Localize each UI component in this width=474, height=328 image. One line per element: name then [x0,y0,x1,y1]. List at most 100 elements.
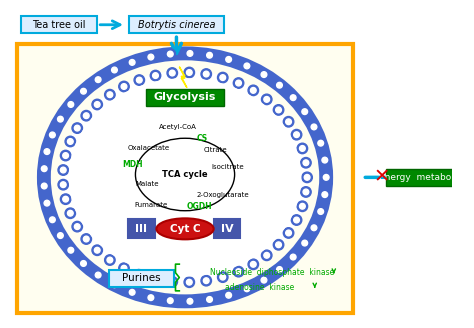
Text: III: III [135,224,147,234]
Circle shape [74,224,80,230]
Circle shape [49,132,55,138]
Circle shape [322,192,328,197]
Circle shape [302,109,308,114]
Circle shape [148,295,154,300]
Circle shape [283,116,294,127]
Text: CS: CS [197,134,208,143]
Circle shape [262,94,272,105]
Circle shape [81,261,86,266]
Text: Botrytis cinerea: Botrytis cinerea [137,20,215,30]
Circle shape [63,196,68,202]
Text: Energy  metabolism: Energy metabolism [379,173,470,182]
Circle shape [297,201,308,212]
Circle shape [150,70,161,81]
Circle shape [184,277,194,287]
Circle shape [169,279,175,285]
Circle shape [83,236,89,242]
Circle shape [309,222,319,233]
Circle shape [301,157,311,168]
Text: Cyt C: Cyt C [170,224,201,234]
Circle shape [67,210,73,216]
Circle shape [95,272,101,278]
Circle shape [153,276,158,282]
Circle shape [250,261,256,267]
Circle shape [58,179,68,190]
Circle shape [207,52,212,58]
Ellipse shape [156,218,214,239]
Circle shape [39,163,49,174]
Circle shape [67,139,73,144]
Circle shape [129,60,135,65]
Circle shape [72,221,82,232]
Bar [146,89,224,106]
Circle shape [236,80,241,86]
Circle shape [65,136,75,147]
Circle shape [300,238,310,248]
Circle shape [283,228,294,238]
Circle shape [292,215,302,225]
Text: Acetyl-CoA: Acetyl-CoA [158,124,196,130]
Circle shape [65,208,75,218]
Circle shape [186,279,192,285]
Circle shape [72,123,82,133]
Circle shape [121,84,127,89]
Circle shape [119,263,129,274]
Circle shape [55,114,65,124]
Circle shape [42,146,52,157]
Circle shape [236,269,241,275]
Circle shape [167,68,177,78]
Circle shape [259,275,269,285]
Circle shape [277,82,283,88]
Circle shape [244,63,250,69]
Circle shape [300,203,305,209]
Circle shape [109,65,120,75]
Circle shape [63,153,68,158]
Circle shape [262,250,272,260]
Circle shape [223,290,234,300]
Circle shape [187,51,193,56]
Circle shape [57,233,63,238]
Circle shape [105,90,115,100]
Circle shape [294,132,300,137]
Circle shape [187,298,193,304]
Circle shape [261,72,267,77]
Circle shape [264,253,270,258]
Polygon shape [179,67,187,88]
Circle shape [127,287,137,297]
Bar [214,219,240,238]
Circle shape [60,182,66,188]
Text: IV: IV [221,224,233,234]
Circle shape [78,86,89,96]
Circle shape [294,217,300,223]
Circle shape [60,150,71,161]
Circle shape [186,70,192,75]
Ellipse shape [69,78,301,277]
Circle shape [297,143,308,154]
Circle shape [316,206,326,217]
Circle shape [95,77,101,83]
Circle shape [57,116,63,122]
Circle shape [184,67,194,78]
Circle shape [304,174,310,180]
Text: Fumarate: Fumarate [134,202,167,208]
Circle shape [290,95,296,100]
Circle shape [65,99,76,110]
Circle shape [226,292,231,298]
Circle shape [60,194,71,204]
Circle shape [286,230,292,236]
Circle shape [39,181,49,191]
Text: 2-Oxoglutarate: 2-Oxoglutarate [197,193,249,198]
Bar [109,270,173,287]
Circle shape [274,264,285,275]
Text: Oxalacetate: Oxalacetate [128,145,170,151]
Circle shape [204,294,215,305]
Circle shape [137,272,142,277]
Circle shape [302,240,308,246]
Circle shape [93,74,103,85]
Circle shape [129,289,135,295]
Circle shape [150,274,161,284]
Circle shape [273,105,284,115]
Text: Tea tree oil: Tea tree oil [32,20,86,30]
Circle shape [204,50,215,60]
Bar [128,219,155,238]
